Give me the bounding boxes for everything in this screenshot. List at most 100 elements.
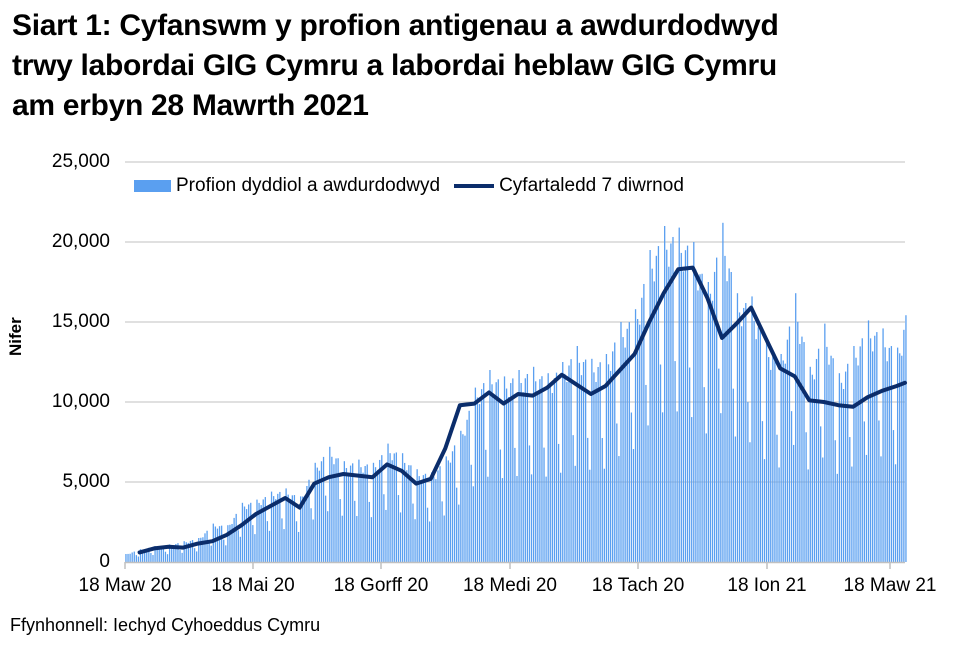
daily-bar (639, 324, 641, 562)
daily-bar (270, 491, 273, 562)
daily-bar (420, 481, 422, 562)
daily-bar (503, 376, 506, 562)
daily-bar (372, 462, 375, 562)
daily-bar (131, 552, 133, 562)
daily-bar (703, 387, 705, 562)
daily-bar (485, 449, 487, 562)
daily-bar (603, 468, 605, 562)
daily-bar (865, 454, 868, 562)
y-tick-20000: 20,000 (51, 231, 110, 252)
daily-bar (193, 548, 196, 562)
daily-bar (508, 397, 510, 562)
daily-bar (765, 339, 768, 562)
daily-bar (343, 461, 345, 562)
daily-bar (589, 469, 591, 562)
daily-bar (530, 474, 533, 562)
daily-bar (287, 494, 289, 562)
daily-bar (512, 378, 514, 562)
daily-bar (578, 362, 581, 562)
daily-bar (316, 467, 318, 562)
daily-bar (470, 464, 472, 562)
daily-bar (354, 500, 356, 562)
daily-bar (191, 540, 194, 562)
daily-bar (557, 443, 560, 562)
daily-bar (289, 499, 291, 562)
daily-bar (431, 472, 433, 562)
daily-bar (404, 462, 406, 562)
daily-bar (795, 293, 797, 562)
daily-bar (628, 322, 630, 562)
daily-bar (254, 534, 256, 562)
daily-bar (345, 468, 348, 562)
chart-legend: Profion dyddiol a awdurdodwyd Cyfartaled… (134, 175, 684, 197)
daily-bar (468, 410, 470, 562)
daily-bar (632, 449, 635, 562)
daily-bar (443, 515, 445, 562)
daily-bar (256, 499, 258, 562)
daily-bar (655, 255, 657, 562)
x-tick-mar-21: 18 Maw 21 (843, 575, 937, 596)
daily-bar (838, 373, 841, 562)
daily-bar (520, 383, 522, 562)
daily-bar (139, 549, 142, 562)
daily-bar (293, 495, 296, 562)
daily-bar (260, 505, 262, 562)
daily-bar (801, 336, 803, 562)
daily-bar (605, 354, 608, 562)
daily-bar (360, 467, 362, 562)
daily-bar (349, 465, 352, 562)
daily-bar (726, 281, 728, 562)
daily-bar (678, 227, 680, 562)
daily-bar (763, 459, 766, 562)
daily-bar (337, 458, 339, 562)
daily-bar (905, 315, 907, 562)
daily-bar (489, 370, 491, 562)
daily-bar (370, 517, 373, 562)
daily-bar (886, 361, 888, 562)
daily-bar (807, 469, 809, 562)
daily-bar (322, 456, 325, 562)
seven-day-average-line (137, 265, 907, 555)
daily-bar (379, 459, 381, 562)
daily-bar (535, 381, 537, 562)
daily-bar (672, 236, 674, 562)
daily-bar (206, 530, 208, 562)
daily-bar (572, 435, 574, 562)
daily-bar (495, 382, 497, 562)
daily-bar (514, 447, 516, 562)
daily-bar (223, 539, 225, 562)
daily-bar (803, 342, 805, 562)
daily-bar (241, 502, 244, 562)
daily-bar (751, 296, 753, 562)
daily-bar (275, 499, 277, 562)
daily-bar (410, 465, 412, 562)
daily-bar (728, 268, 730, 562)
daily-bar (295, 521, 298, 562)
daily-bar (707, 282, 709, 562)
daily-bar (543, 447, 545, 562)
daily-bar (422, 475, 425, 562)
daily-bar (666, 249, 668, 563)
daily-bar (624, 347, 626, 562)
daily-bar (185, 542, 187, 562)
daily-bar (210, 545, 212, 562)
daily-bar (844, 371, 847, 562)
daily-bar (141, 549, 144, 562)
daily-bar (335, 458, 337, 562)
daily-bar (412, 503, 414, 562)
daily-bar (220, 525, 223, 562)
daily-bar (651, 268, 653, 562)
daily-bar (855, 357, 857, 562)
daily-bar (208, 541, 210, 562)
daily-bar (828, 364, 830, 562)
daily-bar (599, 362, 601, 562)
daily-bar (759, 328, 761, 562)
daily-bar (718, 368, 720, 562)
daily-bar (899, 353, 901, 562)
daily-bar (144, 549, 146, 562)
daily-bar (597, 367, 599, 562)
daily-bar (545, 476, 547, 562)
daily-bar (227, 525, 229, 562)
daily-bar (516, 476, 518, 562)
daily-bar (832, 358, 834, 562)
